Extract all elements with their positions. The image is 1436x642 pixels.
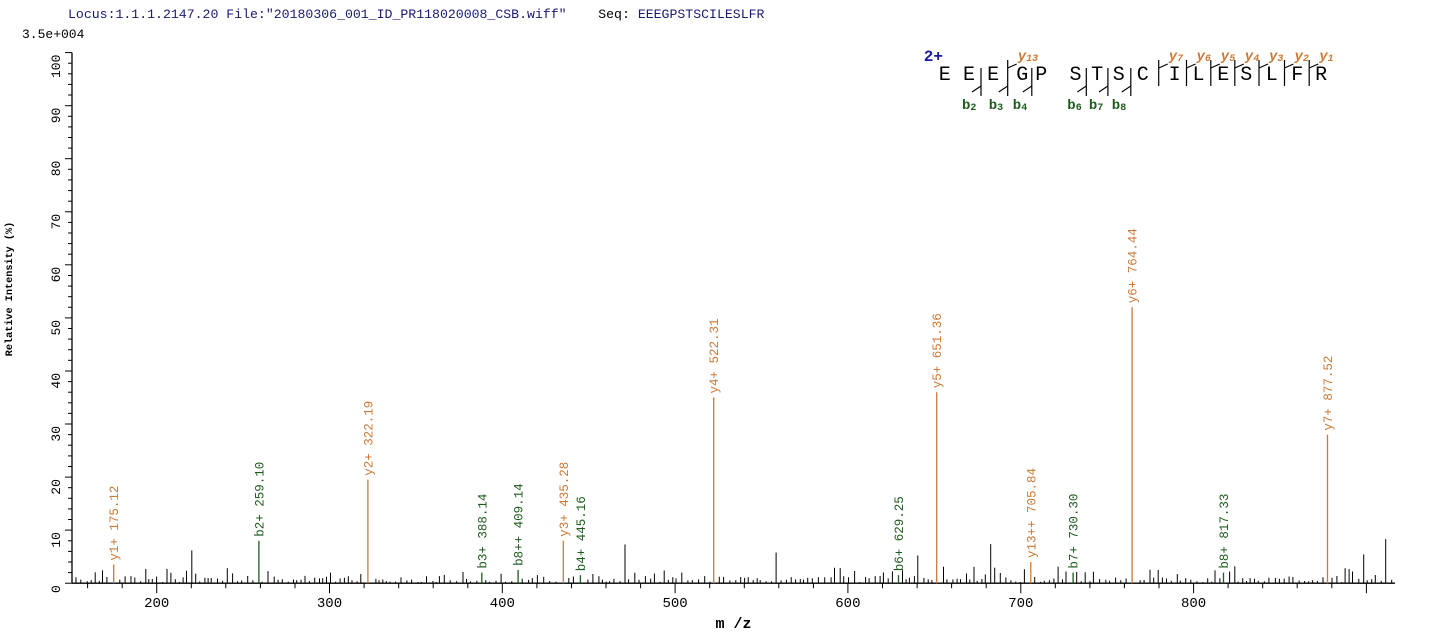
svg-text:10: 10 — [49, 532, 64, 548]
svg-text:E: E — [987, 64, 999, 87]
svg-text:T: T — [1091, 64, 1103, 87]
svg-text:400: 400 — [490, 596, 515, 612]
svg-text:b2+ 259.10: b2+ 259.10 — [253, 462, 267, 537]
svg-text:0: 0 — [49, 585, 64, 593]
svg-text:b2: b2 — [962, 98, 976, 114]
svg-text:800: 800 — [1181, 596, 1206, 612]
svg-text:30: 30 — [49, 426, 64, 442]
svg-text:500: 500 — [662, 596, 687, 612]
svg-text:b7+ 730.30: b7+ 730.30 — [1068, 494, 1082, 569]
svg-text:m /z: m /z — [715, 616, 751, 633]
svg-text:I: I — [1169, 64, 1181, 87]
svg-text:50: 50 — [49, 320, 64, 336]
svg-text:300: 300 — [317, 596, 342, 612]
svg-text:C: C — [1137, 64, 1149, 87]
svg-text:y1+ 175.12: y1+ 175.12 — [108, 486, 122, 561]
svg-text:y2: y2 — [1294, 49, 1309, 65]
svg-text:S: S — [1069, 64, 1081, 87]
svg-text:y3: y3 — [1268, 49, 1283, 65]
svg-text:3.5e+004: 3.5e+004 — [22, 27, 85, 42]
svg-text:b4: b4 — [1013, 98, 1027, 114]
svg-text:S: S — [1240, 64, 1252, 87]
svg-text:E: E — [1217, 64, 1229, 87]
svg-text:20: 20 — [49, 479, 64, 495]
svg-text:b6+ 629.25: b6+ 629.25 — [893, 496, 907, 571]
svg-text:L: L — [1192, 64, 1204, 87]
svg-text:y4+ 522.31: y4+ 522.31 — [708, 318, 722, 393]
svg-text:200: 200 — [144, 596, 169, 612]
svg-text:Relative Intensity (%): Relative Intensity (%) — [4, 222, 16, 357]
svg-text:40: 40 — [49, 373, 64, 389]
svg-text:y13: y13 — [1017, 49, 1038, 65]
svg-text:b6: b6 — [1067, 98, 1081, 114]
svg-text:P: P — [1035, 64, 1047, 87]
svg-text:y6: y6 — [1196, 49, 1211, 65]
svg-text:70: 70 — [49, 214, 64, 230]
svg-text:F: F — [1291, 64, 1303, 87]
svg-text:G: G — [1016, 64, 1028, 87]
svg-text:60: 60 — [49, 267, 64, 283]
svg-text:y3+ 435.28: y3+ 435.28 — [558, 462, 572, 537]
svg-text:y2+ 322.19: y2+ 322.19 — [362, 401, 376, 476]
svg-text:y7+ 877.52: y7+ 877.52 — [1322, 356, 1336, 431]
svg-text:100: 100 — [49, 55, 64, 78]
svg-text:b3+ 388.14: b3+ 388.14 — [476, 494, 490, 569]
svg-text:b7: b7 — [1089, 98, 1103, 114]
svg-text:E: E — [939, 64, 951, 87]
svg-text:y1: y1 — [1318, 49, 1333, 65]
svg-text:b4+ 445.16: b4+ 445.16 — [575, 496, 589, 571]
svg-text:y4: y4 — [1244, 49, 1259, 65]
svg-text:E: E — [963, 64, 975, 87]
svg-text:b8+ 817.33: b8+ 817.33 — [1218, 494, 1232, 569]
svg-text:700: 700 — [1008, 596, 1033, 612]
svg-text:y6+ 764.44: y6+ 764.44 — [1127, 228, 1141, 303]
svg-text:90: 90 — [49, 108, 64, 124]
svg-text:y5: y5 — [1220, 49, 1235, 65]
svg-text:R: R — [1315, 64, 1327, 87]
svg-text:b8++ 409.14: b8++ 409.14 — [513, 483, 527, 566]
svg-text:80: 80 — [49, 161, 64, 177]
svg-text:y7: y7 — [1168, 49, 1184, 65]
svg-text:S: S — [1113, 64, 1125, 87]
svg-text:b3: b3 — [989, 98, 1003, 114]
svg-text:y5+ 651.36: y5+ 651.36 — [931, 313, 945, 388]
svg-text:b8: b8 — [1112, 98, 1126, 114]
svg-text:L: L — [1266, 64, 1278, 87]
svg-text:y13++ 705.84: y13++ 705.84 — [1025, 468, 1039, 558]
svg-text:600: 600 — [835, 596, 860, 612]
